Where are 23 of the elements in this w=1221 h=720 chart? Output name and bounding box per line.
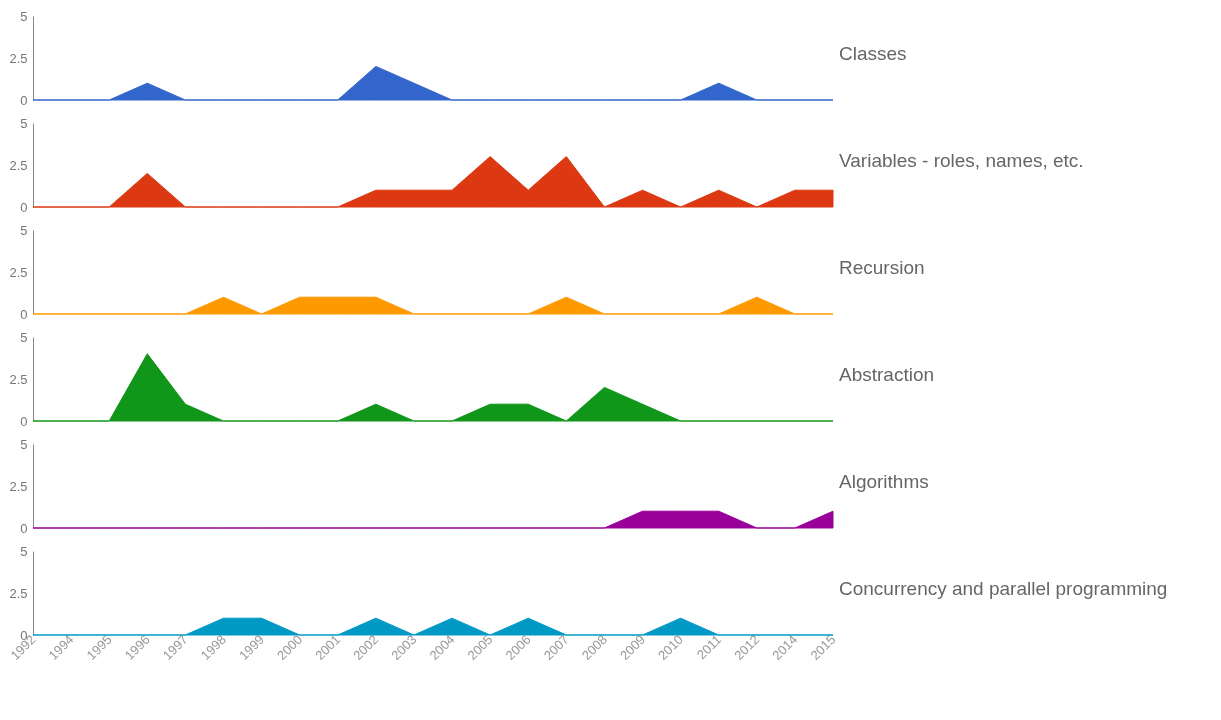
series-label: Recursion [839,256,925,278]
y-tick-label: 5 [20,115,28,131]
y-tick-label: 0 [20,520,28,536]
series-label: Variables - roles, names, etc. [839,149,1084,171]
y-tick-label: 2.5 [9,157,28,173]
y-tick-label: 5 [20,329,28,345]
series-label: Abstraction [839,363,935,385]
y-tick-label: 2.5 [9,585,28,601]
series-label: Classes [839,42,907,64]
series-label: Concurrency and parallel programming [839,577,1168,599]
y-tick-label: 2.5 [9,50,28,66]
y-tick-label: 5 [20,222,28,238]
y-tick-label: 5 [20,543,28,559]
y-tick-label: 0 [20,413,28,429]
y-tick-label: 0 [20,306,28,322]
y-tick-label: 2.5 [9,478,28,494]
y-tick-label: 5 [20,8,28,24]
y-tick-label: 2.5 [9,264,28,280]
series-label: Algorithms [839,470,929,492]
y-tick-label: 0 [20,92,28,108]
y-tick-label: 5 [20,436,28,452]
y-tick-label: 2.5 [9,371,28,387]
y-tick-label: 0 [20,199,28,215]
